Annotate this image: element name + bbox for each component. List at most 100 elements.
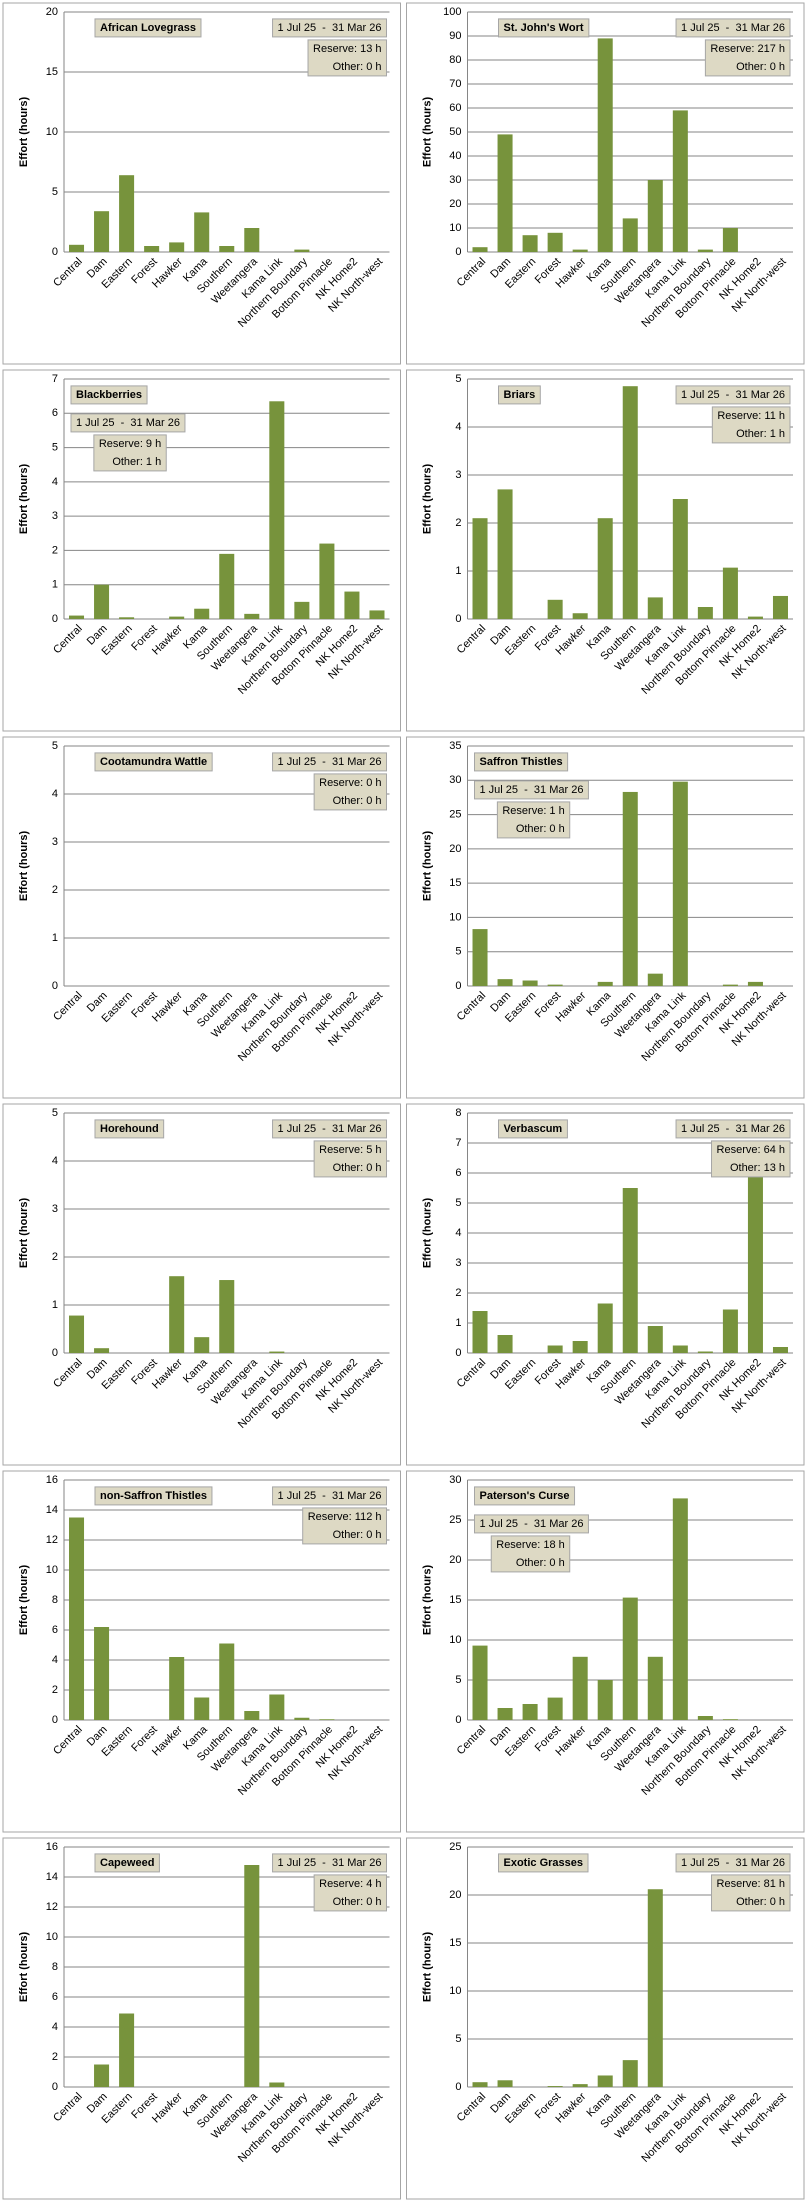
y-tick-label: 2 [52, 884, 58, 896]
y-tick-label: 20 [449, 1554, 461, 1566]
bar [647, 597, 663, 619]
bar [547, 984, 563, 986]
y-tick-label: 10 [46, 1931, 58, 1943]
y-tick-label: 15 [449, 877, 461, 889]
y-tick-label: 3 [455, 469, 461, 481]
other-hours: Other: 0 h [736, 1896, 785, 1908]
bar [547, 599, 563, 619]
bar [697, 249, 713, 252]
y-tick-label: 8 [52, 1961, 58, 1973]
reserve-hours: Reserve: 0 h [319, 777, 381, 789]
bar [547, 2086, 563, 2087]
y-tick-label: 40 [449, 150, 461, 162]
chart-title: non-Saffron Thistles [100, 1490, 207, 1502]
bar [747, 616, 763, 619]
date-range: 1 Jul 25 - 31 Mar 26 [278, 22, 382, 34]
y-axis-label: Effort (hours) [421, 1198, 433, 1269]
bar [672, 110, 688, 253]
label-box [498, 1119, 568, 1139]
chart-title: Capeweed [100, 1857, 154, 1869]
bar [647, 973, 663, 986]
bar [219, 246, 235, 252]
label-box [272, 1853, 387, 1873]
bar [672, 1498, 688, 1720]
y-tick-label: 80 [449, 54, 461, 66]
bar [622, 1188, 638, 1353]
reserve-hours: Reserve: 11 h [717, 410, 785, 422]
y-tick-label: 10 [449, 222, 461, 234]
bar [522, 980, 538, 986]
label-box [272, 752, 387, 772]
bar [369, 610, 385, 619]
label-box [272, 18, 387, 38]
y-tick-label: 5 [52, 186, 58, 198]
bar [722, 1309, 738, 1353]
bar [169, 616, 185, 619]
chart-title: Cootamundra Wattle [100, 756, 207, 768]
chart-title: Verbascum [504, 1123, 563, 1135]
bar [94, 211, 110, 252]
chart-title: Horehound [100, 1123, 159, 1135]
label-box [675, 1119, 791, 1139]
y-tick-label: 2 [455, 1287, 461, 1299]
bar [119, 175, 135, 252]
y-tick-label: 14 [46, 1504, 58, 1516]
y-axis-label: Effort (hours) [421, 1932, 433, 2003]
chart-title: Exotic Grasses [504, 1857, 584, 1869]
label-box [496, 801, 571, 839]
reserve-hours: Reserve: 13 h [313, 43, 381, 55]
other-hours: Other: 0 h [516, 823, 565, 835]
bar [169, 1276, 185, 1353]
reserve-hours: Reserve: 4 h [319, 1878, 381, 1890]
y-tick-label: 8 [455, 1107, 461, 1119]
y-tick-label: 8 [52, 1594, 58, 1606]
bar [244, 228, 260, 252]
label-box [70, 413, 186, 433]
y-tick-label: 4 [455, 1227, 461, 1239]
y-tick-label: 30 [449, 1474, 461, 1486]
date-range: 1 Jul 25 - 31 Mar 26 [76, 417, 180, 429]
bar [597, 38, 613, 253]
y-tick-label: 5 [455, 946, 461, 958]
y-tick-label: 12 [46, 1534, 58, 1546]
bar [194, 608, 210, 619]
panel-border [406, 1103, 805, 1466]
chart-title: Briars [504, 389, 536, 401]
bar [622, 2060, 638, 2087]
bar [622, 218, 638, 252]
y-tick-label: 0 [455, 246, 461, 258]
chart-title: Paterson's Curse [480, 1490, 570, 1502]
label-box [704, 39, 791, 77]
bar [94, 1627, 110, 1720]
bar [119, 617, 135, 619]
y-tick-label: 4 [52, 476, 58, 488]
other-hours: Other: 0 h [333, 795, 382, 807]
other-hours: Other: 0 h [333, 1529, 382, 1541]
y-tick-label: 25 [449, 1841, 461, 1853]
y-tick-label: 0 [455, 1347, 461, 1359]
bar [94, 584, 110, 619]
bar [647, 180, 663, 252]
bar [572, 613, 588, 619]
bar [722, 567, 738, 619]
bar [722, 984, 738, 986]
bar [697, 1351, 713, 1353]
reserve-hours: Reserve: 64 h [717, 1144, 785, 1156]
bar [547, 232, 563, 252]
y-axis-label: Effort (hours) [18, 1932, 30, 2003]
bar [597, 518, 613, 619]
bar [219, 1643, 235, 1720]
bar [772, 1347, 788, 1353]
other-hours: Other: 0 h [736, 61, 785, 73]
bar [472, 1311, 488, 1353]
bar [547, 1345, 563, 1353]
bar [672, 499, 688, 619]
